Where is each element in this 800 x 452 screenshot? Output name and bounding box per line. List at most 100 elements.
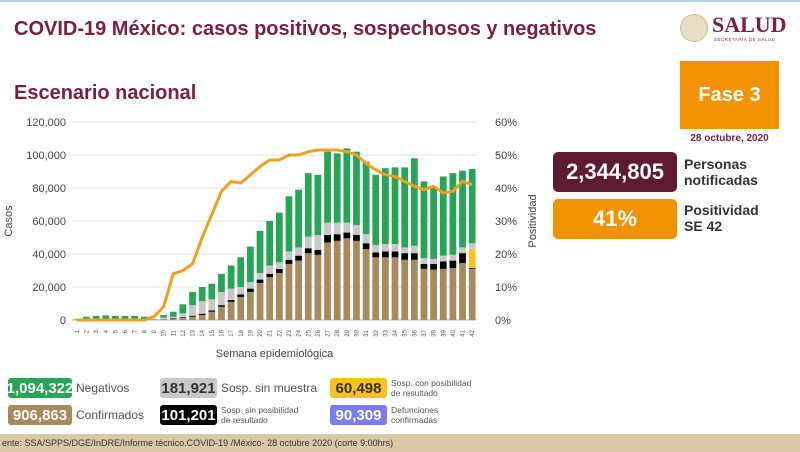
x-tick-label: 13 [191,329,197,336]
section-title: Escenario nacional [14,82,196,105]
legend-sin-muestra-value: 181,921 [160,378,217,398]
y-tick-label: 40,000 [32,249,66,261]
bar-segment [276,273,283,320]
bar-segment [266,274,273,277]
bar-segment [266,266,273,274]
bar-segment [286,196,293,251]
y-axis-label: Casos [3,205,15,237]
report-date: 28 octubre, 2020 [680,133,779,144]
x-tick-label: 12 [181,329,187,336]
bar-segment [411,253,418,260]
bar-segment [170,317,177,319]
bar-segment [469,243,476,249]
bar-segment [421,258,428,264]
bar-segment [334,223,341,235]
bar-segment [170,319,177,320]
bar-segment [430,270,437,320]
positivity-label-1: Positividad [684,202,759,218]
bar-segment [180,313,187,317]
logo-name: SALUD [712,12,787,38]
x-tick-label: 33 [383,329,389,336]
bar-segment [315,235,322,250]
bar-segment [353,235,360,241]
x-tick-label: 41 [461,329,467,336]
bar-segment [411,260,418,320]
bar-segment [237,287,244,294]
bar-segment [334,241,341,320]
bar-segment [315,175,322,235]
y-tick-label: 120,000 [26,117,66,129]
x-tick-label: 2 [84,329,90,333]
bar-segment [276,269,283,273]
bar-segment [305,173,312,237]
seal-icon [680,14,708,42]
bar-segment [228,300,235,302]
y-tick-label: 80,000 [32,183,66,195]
bar-segment [459,263,466,320]
bar-segment [208,310,215,311]
bar-segment [382,168,389,244]
bar-segment [440,269,447,320]
bar-segment [180,317,187,318]
bar-segment [160,315,167,317]
x-tick-label: 37 [422,329,428,336]
bar-segment [353,152,360,225]
x-tick-label: 28 [335,329,341,336]
bar-segment [315,255,322,320]
x-tick-label: 7 [133,329,139,333]
bar-segment [247,292,254,320]
x-tick-label: 3 [94,329,100,333]
bar-segment [286,264,293,320]
label-line-1: Sosp. con posibilidad [391,378,471,388]
bar-segment [247,282,254,289]
bar-segment [440,261,447,268]
bar-segment [218,292,225,305]
x-tick-label: 4 [104,329,110,333]
bar-segment [305,253,312,320]
label-line-1: Defunciones [391,405,438,415]
x-tick-label: 10 [162,329,168,336]
label-line-1: Sosp. sin posibilidad [221,405,299,415]
bar-segment [208,299,215,310]
y2-tick-label: 10% [495,282,517,294]
x-tick-label: 23 [287,329,293,336]
bar-segment [411,246,418,253]
x-tick-label: 39 [441,329,447,336]
bar-segment [189,316,196,317]
bar-segment [324,242,331,320]
bar-segment [430,186,437,259]
salud-logo: SALUD SECRETARÍA DE SALUD [680,12,790,46]
x-tick-label: 17 [229,329,235,336]
y2-tick-label: 0% [495,315,511,327]
bar-segment [459,253,466,263]
bar-segment [343,233,350,239]
bar-segment [228,289,235,300]
y-tick-label: 100,000 [26,150,66,162]
page-title: COVID-19 México: casos positivos, sospec… [14,18,596,41]
bar-segment [160,318,167,320]
legend-negativos-value: 1,094,322 [8,378,72,398]
x-tick-label: 21 [268,329,274,336]
x-tick-label: 5 [113,329,119,333]
bar-segment [334,153,341,222]
x-tick-label: 42 [470,329,476,336]
x-tick-label: 22 [277,329,283,336]
bar-segment [180,304,187,313]
label-line-2: confirmadas [391,415,437,425]
bar-segment [276,213,283,263]
bar-segment [266,277,273,320]
bar-segment [257,231,264,273]
bar-segment [372,257,379,320]
bar-segment [372,252,379,257]
legend-negativos-label: Negativos [76,381,129,395]
x-tick-label: 26 [316,329,322,336]
x-axis-label: Semana epidemiológica [216,348,334,360]
y2-tick-label: 30% [495,216,517,228]
bar-segment [353,241,360,320]
bar-segment [450,255,457,260]
bar-segment [199,314,206,315]
